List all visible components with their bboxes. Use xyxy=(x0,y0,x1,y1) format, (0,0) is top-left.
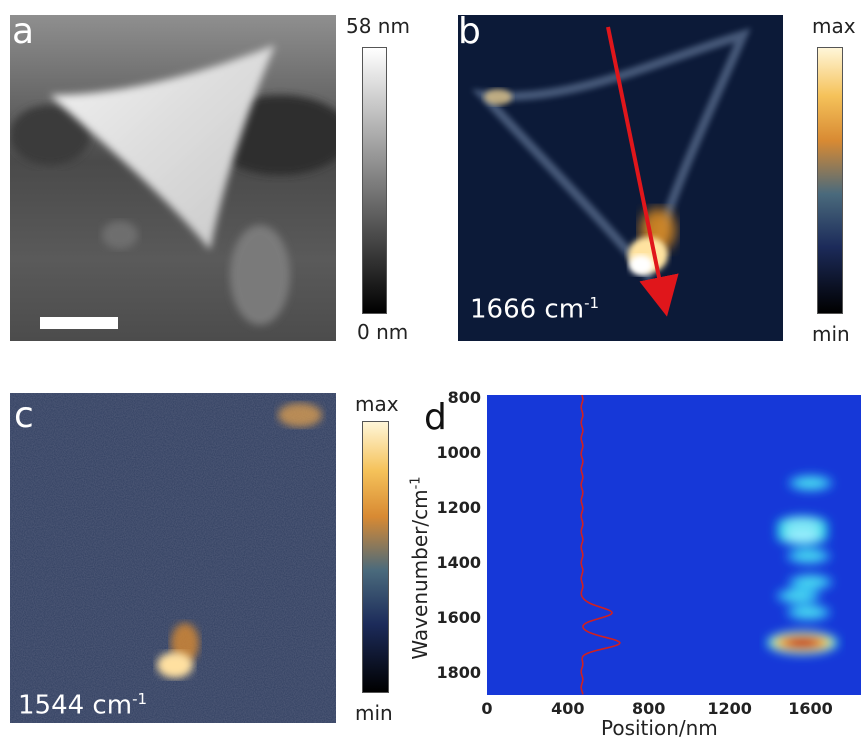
heatmap-hotspot-7-layer-1 xyxy=(794,607,823,618)
heatmap-hotspot-3-layer-1 xyxy=(784,590,813,601)
y-tick-1: 1000 xyxy=(436,442,481,462)
afm-triangle-particle xyxy=(50,45,275,250)
heatmap-hotspot-5-layer-1 xyxy=(794,551,823,562)
ir-map-1666 xyxy=(458,15,783,341)
wavenumber-label-1544: 1544 cm-1 xyxy=(18,690,148,721)
y-tick-2: 1200 xyxy=(436,497,481,517)
intensity-colorbar-c xyxy=(362,421,389,693)
x-axis-title: Position/nm xyxy=(601,716,718,740)
panel-label-b: b xyxy=(458,11,481,52)
height-colorbar-min: 0 nm xyxy=(357,320,409,344)
heatmap-hotspot-6-layer-1 xyxy=(796,478,825,489)
linescan-heatmap xyxy=(487,395,861,695)
heatmap-hotspot-0-layer-3 xyxy=(786,637,819,648)
colorbar-c-max: max xyxy=(355,392,399,416)
y-axis-title: Wavenumber/cm-1 xyxy=(408,476,432,660)
hotspot xyxy=(157,652,193,678)
colorbar-b-max: max xyxy=(812,14,856,38)
colorbar-c-min: min xyxy=(355,701,393,725)
x-tick-0: 0 xyxy=(481,699,493,718)
ir-map-1544 xyxy=(10,393,336,723)
height-colorbar-max: 58 nm xyxy=(346,14,410,38)
linescan-arrow xyxy=(606,26,679,317)
y-tick-3: 1400 xyxy=(436,552,481,572)
intensity-colorbar-b xyxy=(817,47,843,314)
height-colorbar xyxy=(362,47,387,314)
x-tick-4: 1600 xyxy=(788,699,833,718)
panel-label-a: a xyxy=(12,11,35,52)
heatmap-hotspot-2-layer-1 xyxy=(784,529,821,542)
panel-label-d: d xyxy=(424,397,447,438)
colorbar-b-min: min xyxy=(812,322,850,346)
scale-bar xyxy=(40,317,118,329)
y-tick-5: 1800 xyxy=(436,662,481,682)
x-tick-2: 800 xyxy=(632,699,666,718)
heatmap-hotspot-4-layer-1 xyxy=(796,577,825,588)
wavenumber-label-1666: 1666 cm-1 xyxy=(470,294,600,325)
y-tick-0: 800 xyxy=(447,387,481,407)
x-tick-3: 1200 xyxy=(707,699,752,718)
afm-topography-image xyxy=(10,15,336,341)
spectrum-trace xyxy=(580,395,621,695)
panel-label-c: c xyxy=(14,395,34,436)
y-tick-4: 1600 xyxy=(436,607,481,627)
x-tick-1: 400 xyxy=(551,699,585,718)
triangle-outline xyxy=(471,27,751,285)
